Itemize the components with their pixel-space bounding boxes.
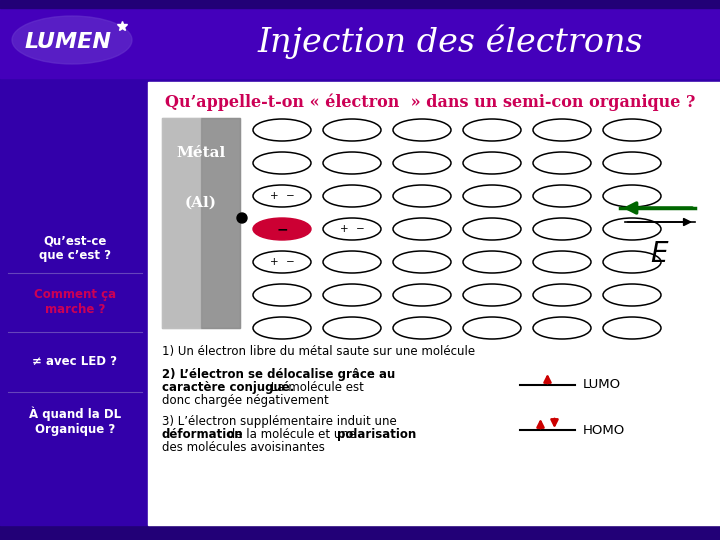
Text: +: + — [270, 191, 279, 201]
Bar — [162, 118, 240, 328]
Text: (Al): (Al) — [185, 196, 217, 210]
Text: HOMO: HOMO — [583, 423, 625, 436]
Text: polarisation: polarisation — [337, 428, 416, 441]
Text: −: − — [356, 224, 364, 234]
Text: Comment ça
marche ?: Comment ça marche ? — [34, 288, 116, 316]
Text: des molécules avoisinantes: des molécules avoisinantes — [162, 441, 325, 454]
Text: À quand la DL
Organique ?: À quand la DL Organique ? — [29, 407, 121, 436]
Ellipse shape — [253, 218, 311, 240]
Bar — [0, 0, 720, 8]
Bar — [0, 525, 720, 540]
Text: $\mathit{E}$: $\mathit{E}$ — [650, 241, 670, 268]
Bar — [162, 118, 201, 328]
Bar — [201, 118, 240, 328]
Text: −: − — [286, 191, 294, 201]
Bar — [148, 82, 720, 525]
Text: Injection des électrons: Injection des électrons — [257, 25, 643, 59]
Text: LUMEN: LUMEN — [24, 32, 112, 52]
Text: de la molécule et une: de la molécule et une — [224, 428, 360, 441]
Text: caractère conjugué.: caractère conjugué. — [162, 381, 294, 394]
Text: Métal: Métal — [176, 146, 225, 160]
Text: Qu’est-ce
que c’est ?: Qu’est-ce que c’est ? — [39, 234, 111, 262]
Bar — [0, 82, 150, 525]
Text: −: − — [286, 257, 294, 267]
Text: +: + — [340, 224, 348, 234]
Text: donc chargée négativement: donc chargée négativement — [162, 394, 329, 407]
Text: −: − — [276, 222, 288, 236]
Text: La molécule est: La molécule est — [267, 381, 364, 394]
Text: 1) Un électron libre du métal saute sur une molécule: 1) Un électron libre du métal saute sur … — [162, 345, 475, 358]
Text: 2) L’électron se délocalise grâce au: 2) L’électron se délocalise grâce au — [162, 368, 395, 381]
Text: ≠ avec LED ?: ≠ avec LED ? — [32, 355, 117, 368]
Text: Qu’appelle-t-on « électron  » dans un semi-con organique ?: Qu’appelle-t-on « électron » dans un sem… — [165, 93, 696, 111]
Text: déformation: déformation — [162, 428, 243, 441]
Text: LUMO: LUMO — [583, 379, 621, 392]
Text: 3) L’électron supplémentaire induit une: 3) L’électron supplémentaire induit une — [162, 415, 397, 428]
Ellipse shape — [12, 16, 132, 64]
Bar — [0, 0, 720, 78]
Text: +: + — [270, 257, 279, 267]
Circle shape — [237, 213, 247, 223]
